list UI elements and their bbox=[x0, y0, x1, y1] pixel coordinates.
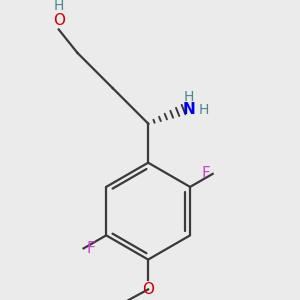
Text: H: H bbox=[184, 89, 194, 103]
Text: O: O bbox=[53, 13, 65, 28]
Text: N: N bbox=[183, 102, 196, 117]
Text: H: H bbox=[53, 0, 64, 13]
Text: H: H bbox=[199, 103, 209, 117]
Text: F: F bbox=[201, 167, 210, 182]
Text: O: O bbox=[142, 282, 154, 297]
Text: F: F bbox=[86, 241, 95, 256]
